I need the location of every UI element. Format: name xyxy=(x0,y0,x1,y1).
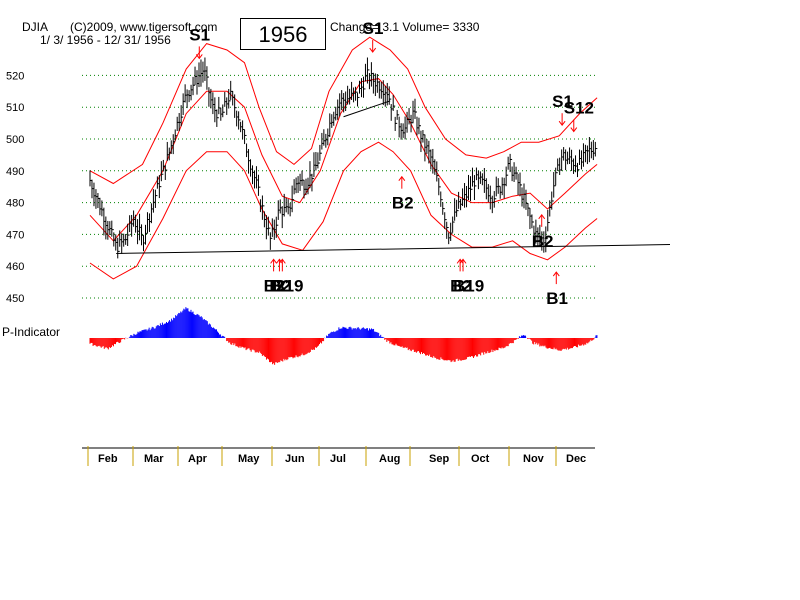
month-label: Jul xyxy=(330,453,346,465)
y-tick-label: 460 xyxy=(6,261,24,273)
signal-arrowhead xyxy=(278,258,286,264)
signal-arrowhead xyxy=(552,271,560,277)
line-layer xyxy=(116,100,671,254)
axis-layer: 450 460 470 480 490 500 510 520 Feb Mar Apr May Jun J… xyxy=(6,70,595,466)
month-label: Apr xyxy=(188,453,208,465)
month-label: Oct xyxy=(471,453,490,465)
band-upper-line xyxy=(89,36,598,185)
y-tick-label: 490 xyxy=(6,166,24,178)
month-label: Jun xyxy=(285,453,305,465)
signal-label: B2 xyxy=(450,276,472,295)
copyright-label: (C)2009, www.tigersoft.com xyxy=(70,20,218,34)
signal-arrowhead xyxy=(538,214,546,220)
y-tick-label: 470 xyxy=(6,229,24,241)
month-label: May xyxy=(238,453,260,465)
y-tick-label: 480 xyxy=(6,198,24,210)
signal-label: B2 xyxy=(392,194,414,213)
support-line xyxy=(116,244,671,254)
band-layer xyxy=(89,36,598,280)
signal-label: S1 xyxy=(363,19,384,38)
signal-label: B1 xyxy=(546,289,568,308)
signal-arrowhead xyxy=(558,120,566,127)
signal-label: B19 xyxy=(272,276,303,295)
year-box: 1956 xyxy=(240,18,326,50)
signal-label: S1 xyxy=(189,25,210,44)
y-tick-label: 510 xyxy=(6,102,24,114)
signal-label: B2 xyxy=(532,232,554,251)
month-label: Mar xyxy=(144,453,164,465)
signal-arrowhead xyxy=(270,258,278,264)
signal-arrowhead xyxy=(369,47,377,53)
signal-arrowhead xyxy=(276,258,283,264)
signal-label: S12 xyxy=(564,99,594,118)
month-label: Nov xyxy=(523,453,545,465)
month-label: Dec xyxy=(566,453,586,465)
y-tick-label: 500 xyxy=(6,134,24,146)
month-label: Sep xyxy=(429,453,449,465)
price-layer xyxy=(89,57,598,259)
signal-arrowhead xyxy=(195,54,203,60)
signal-label: S1 xyxy=(552,92,573,111)
signal-label: B2 xyxy=(264,276,286,295)
signal-arrowhead xyxy=(456,258,464,264)
y-tick-label: 520 xyxy=(6,70,24,82)
y-tick-label: 450 xyxy=(6,293,24,305)
signal-label: B2 xyxy=(269,276,291,295)
signal-label: B19 xyxy=(453,276,484,295)
date-range-label: 1/ 3/ 1956 - 12/ 31/ 1956 xyxy=(40,33,171,47)
indicator-label: P-Indicator xyxy=(2,325,61,339)
month-label: Aug xyxy=(379,453,400,465)
signal-arrowhead xyxy=(398,175,406,181)
band-lower-line xyxy=(89,141,598,280)
trend-line xyxy=(343,100,391,118)
month-label: Feb xyxy=(98,453,118,465)
change-volume-label: Change= 3.1 Volume= 3330 xyxy=(330,20,480,34)
indicator-layer xyxy=(89,307,598,365)
ticker-label: DJIA xyxy=(22,20,49,34)
signal-arrowhead xyxy=(459,258,467,264)
signal-arrowhead xyxy=(570,127,578,133)
